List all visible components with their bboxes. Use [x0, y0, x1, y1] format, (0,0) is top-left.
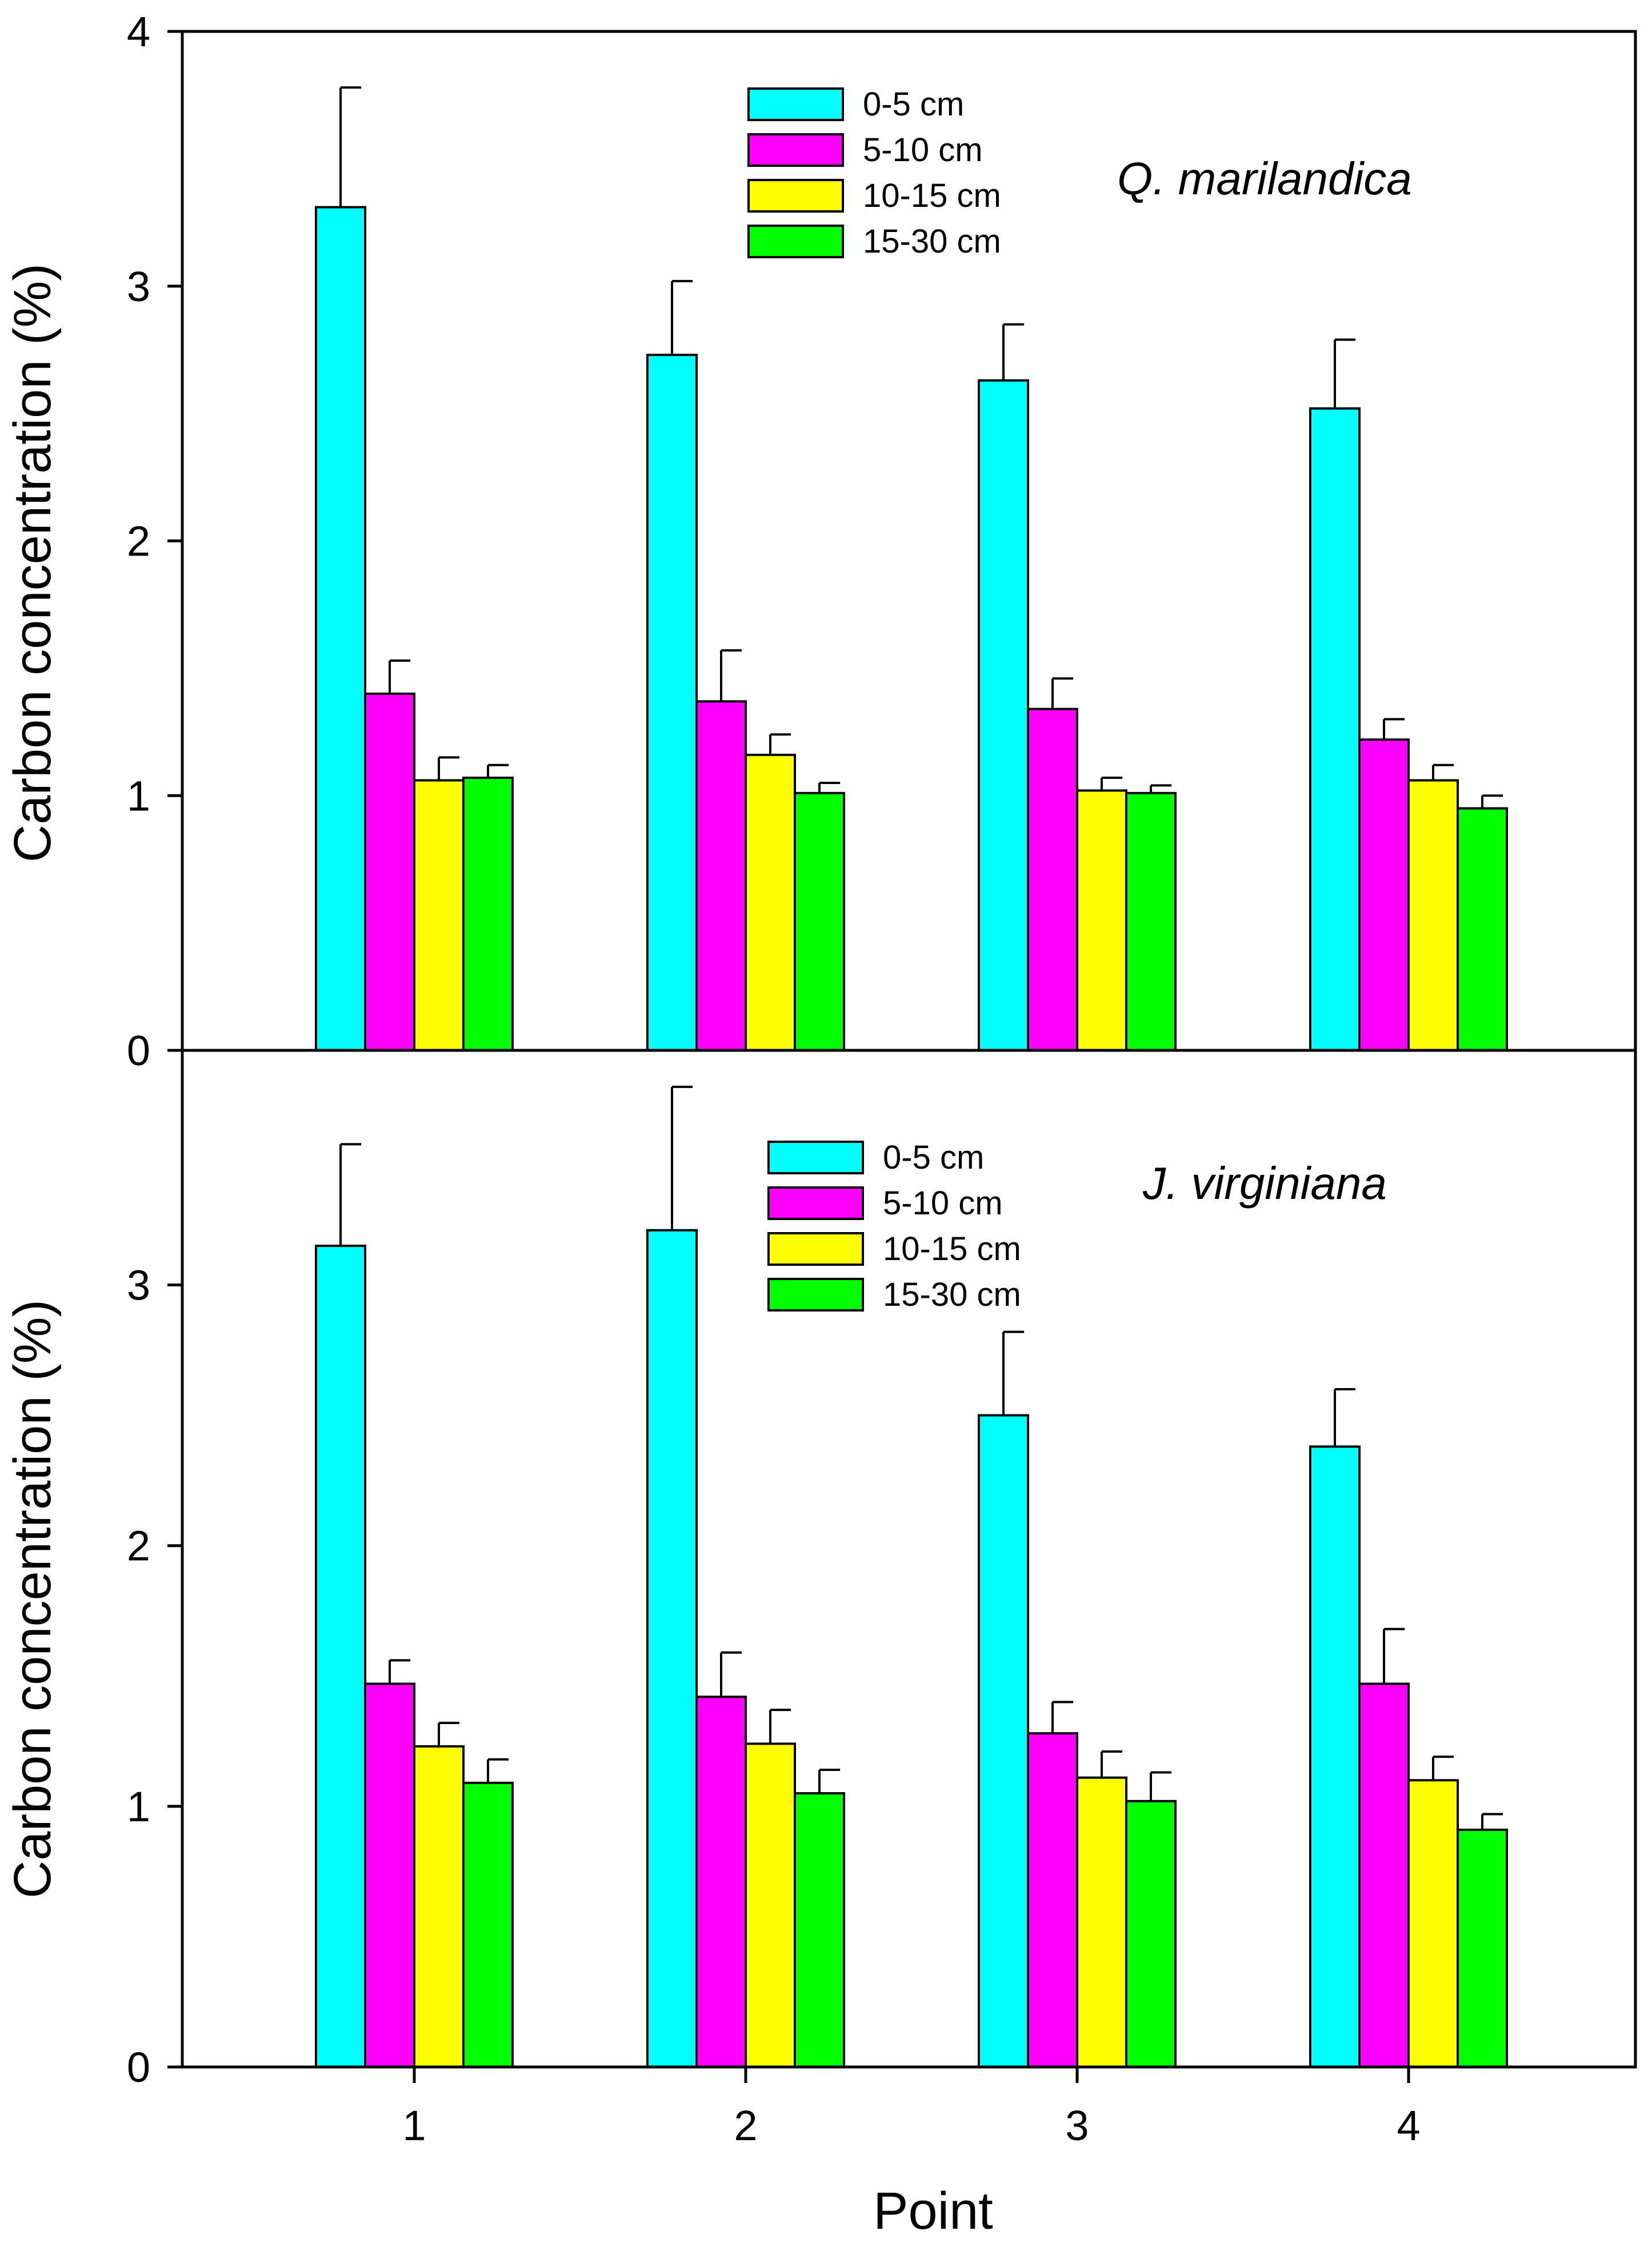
bar-1-point4-series4 [1457, 807, 1508, 1051]
legend-label-2-4: 15-30 cm [883, 1276, 1021, 1313]
bar-2-point1-series3 [413, 1745, 465, 2068]
legend-q-marilandica: 0-5 cm 5-10 cm 10-15 cm 15-30 cm [747, 86, 1001, 260]
bar-1-point2-series4 [794, 791, 845, 1051]
legend-swatch-2-3 [767, 1232, 864, 1266]
legend-swatch-1-2 [747, 133, 844, 167]
bar-2-point2-series4 [794, 1792, 845, 2069]
bars-q-marilandica [315, 206, 1508, 1052]
bar-2-point3-series2 [1027, 1732, 1078, 2068]
bar-2-point2-series3 [745, 1742, 796, 2068]
legend-label-1-2: 5-10 cm [863, 131, 983, 169]
x-axis-label: Point [873, 2182, 993, 2240]
legend-swatch-1-1 [747, 87, 844, 121]
legend-j-virginiana: 0-5 cm 5-10 cm 10-15 cm 15-30 cm [767, 1139, 1021, 1313]
legend-label-1-4: 15-30 cm [863, 223, 1001, 260]
bar-1-point2-series1 [646, 354, 698, 1051]
bar-2-point4-series4 [1457, 1828, 1508, 2068]
y-tick-label-1-4: 4 [127, 8, 150, 55]
x-tick-label-2: 2 [734, 2102, 757, 2149]
bar-1-point2-series2 [695, 700, 747, 1051]
y-tick-label-1-1: 1 [127, 772, 150, 819]
bar-2-point4-series3 [1407, 1779, 1459, 2068]
bar-1-point4-series3 [1407, 779, 1459, 1051]
y-tick-label-2-3: 3 [127, 1262, 150, 1309]
x-tick-label-1: 1 [402, 2102, 426, 2149]
bar-1-point3-series1 [978, 379, 1029, 1051]
panel-j-virginiana: 0 1 2 3 0-5 cm 5-10 cm 10-15 cm 15-30 cm Carbo… [3, 1085, 1508, 2091]
species-label-q-marilandica: Q. marilandica [1117, 153, 1412, 204]
bar-1-point3-series3 [1076, 789, 1127, 1051]
bar-1-point2-series3 [745, 753, 796, 1052]
bar-1-point1-series4 [462, 777, 514, 1051]
bars-j-virginiana [315, 1229, 1508, 2069]
y-tick-label-2-2: 2 [127, 1522, 150, 1570]
legend-label-2-2: 5-10 cm [883, 1185, 1003, 1222]
x-axis: 1 2 3 4 [402, 2067, 1421, 2149]
legend-label-1-1: 0-5 cm [863, 86, 964, 123]
bar-1-point3-series4 [1125, 791, 1177, 1051]
bar-2-point3-series1 [978, 1414, 1029, 2069]
y-tick-label-2-1: 1 [127, 1783, 150, 1830]
bar-2-point2-series1 [646, 1229, 698, 2068]
bar-2-point1-series4 [462, 1781, 514, 2068]
y-ticks-j-virginiana: 0 1 2 3 [127, 1262, 182, 2091]
bar-2-point1-series2 [364, 1682, 415, 2068]
bar-1-point1-series1 [315, 206, 366, 1051]
bar-2-point3-series3 [1076, 1776, 1127, 2068]
y-tick-label-1-3: 3 [127, 263, 150, 310]
y-axis-label-j-virginiana: Carbon concentration (%) [3, 1300, 62, 1898]
y-ticks-q-marilandica: 0 1 2 3 4 [127, 8, 182, 1074]
y-axis-label-q-marilandica: Carbon concentration (%) [3, 263, 62, 862]
bar-1-point3-series2 [1027, 707, 1078, 1051]
bar-1-point1-series3 [413, 779, 465, 1051]
panel-q-marilandica: 0 1 2 3 4 0-5 cm 5-10 cm 10-15 cm 15-30 cm Carb… [3, 8, 1508, 1074]
legend-swatch-2-2 [767, 1186, 864, 1220]
bar-2-point2-series2 [695, 1696, 747, 2068]
bar-2-point4-series2 [1358, 1682, 1410, 2068]
y-tick-label-1-0: 0 [127, 1027, 150, 1074]
errorbars-j-virginiana [339, 1085, 1503, 1830]
species-label-j-virginiana: J. virginiana [1142, 1158, 1387, 1209]
y-tick-label-1-2: 2 [127, 518, 150, 565]
legend-swatch-1-3 [747, 179, 844, 213]
legend-label-2-3: 10-15 cm [883, 1230, 1021, 1268]
legend-label-1-3: 10-15 cm [863, 177, 1001, 214]
bar-1-point4-series2 [1358, 738, 1410, 1052]
x-tick-label-3: 3 [1065, 2102, 1089, 2149]
bar-2-point3-series4 [1125, 1800, 1177, 2069]
bar-2-point1-series1 [315, 1245, 366, 2069]
legend-swatch-2-4 [767, 1278, 864, 1312]
legend-swatch-1-4 [747, 225, 844, 258]
bar-1-point4-series1 [1309, 407, 1361, 1052]
bar-2-point4-series1 [1309, 1445, 1361, 2068]
legend-label-2-1: 0-5 cm [883, 1139, 984, 1176]
bar-1-point1-series2 [364, 692, 415, 1051]
legend-swatch-2-1 [767, 1141, 864, 1174]
y-tick-label-2-0: 0 [127, 2044, 150, 2091]
x-tick-label-4: 4 [1397, 2102, 1420, 2149]
errorbars-q-marilandica [339, 86, 1503, 809]
